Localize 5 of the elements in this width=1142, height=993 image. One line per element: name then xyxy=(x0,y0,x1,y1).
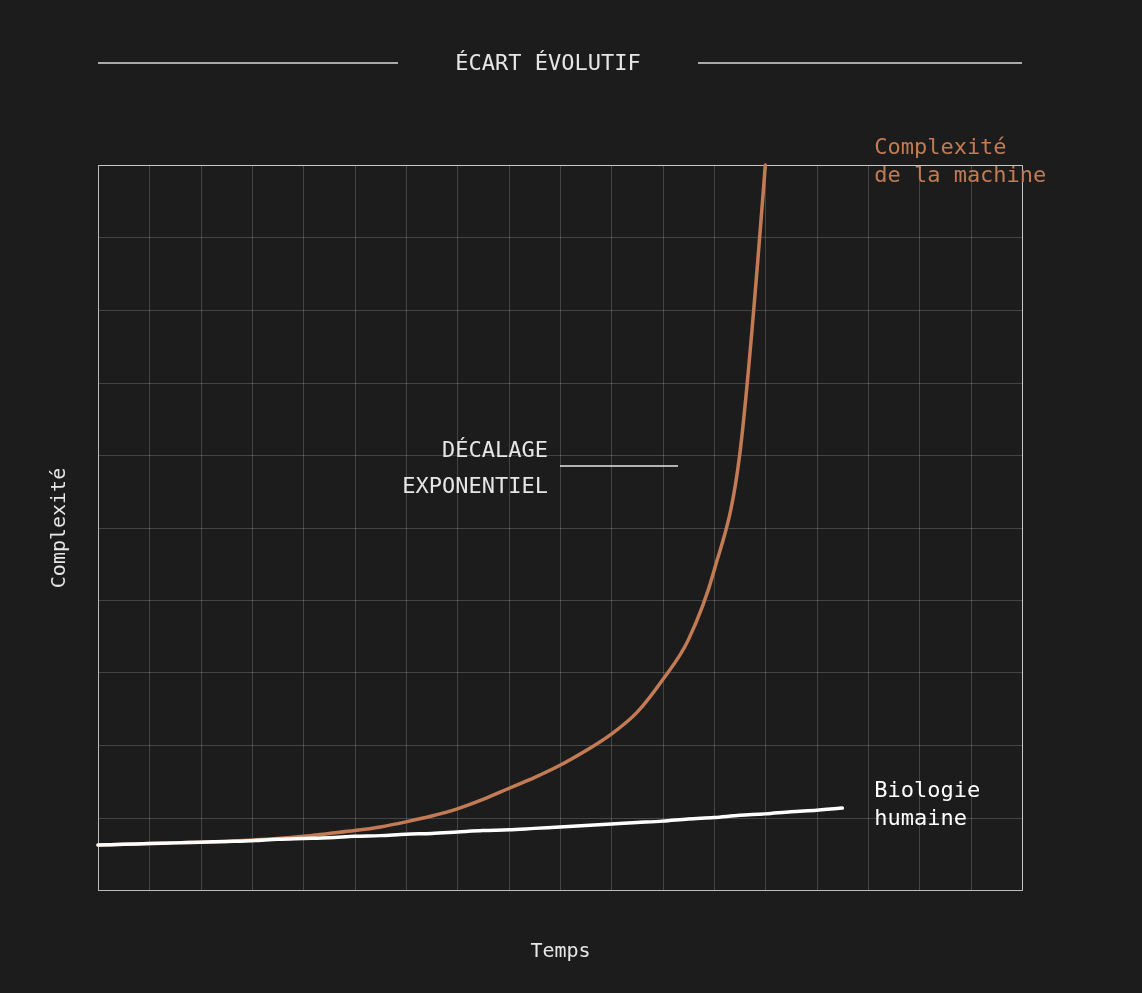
text: ÉCART ÉVOLUTIF xyxy=(455,50,641,75)
series-label: Biologie humaine xyxy=(874,777,981,831)
x-axis-title: Temps xyxy=(530,937,591,962)
y-axis-title: Complexité xyxy=(45,467,70,589)
annotation: DÉCALAGE EXPONENTIEL xyxy=(402,437,548,498)
